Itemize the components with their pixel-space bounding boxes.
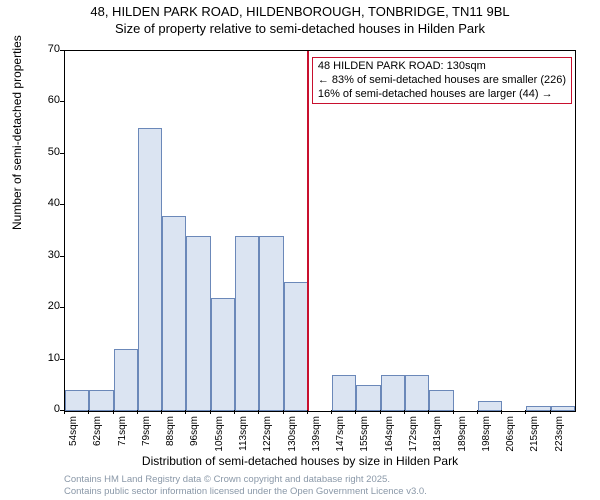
x-tick-mark [453, 410, 454, 414]
x-tick-mark [258, 410, 259, 414]
histogram-bar [429, 390, 453, 411]
histogram-bar [235, 236, 259, 411]
x-tick-label: 172sqm [408, 416, 419, 456]
x-tick-label: 223sqm [554, 416, 565, 456]
x-tick-label: 130sqm [287, 416, 298, 456]
x-tick-label: 96sqm [189, 416, 200, 456]
x-tick-label: 62sqm [92, 416, 103, 456]
indicator-line [307, 51, 309, 411]
x-tick-mark [355, 410, 356, 414]
histogram-bar [186, 236, 210, 411]
histogram-bar [551, 406, 575, 411]
plot-area: 48 HILDEN PARK ROAD: 130sqm ← 83% of sem… [64, 50, 576, 412]
callout-box: 48 HILDEN PARK ROAD: 130sqm ← 83% of sem… [312, 57, 572, 104]
x-tick-mark [331, 410, 332, 414]
x-tick-label: 139sqm [311, 416, 322, 456]
x-tick-mark [283, 410, 284, 414]
y-tick-label: 40 [30, 197, 60, 209]
callout-line2: 16% of semi-detached houses are larger (… [318, 88, 566, 102]
x-tick-label: 181sqm [432, 416, 443, 456]
x-tick-label: 147sqm [335, 416, 346, 456]
histogram-bar [211, 298, 235, 411]
chart-container: 48, HILDEN PARK ROAD, HILDENBOROUGH, TON… [0, 0, 600, 500]
x-tick-label: 122sqm [262, 416, 273, 456]
x-tick-label: 88sqm [165, 416, 176, 456]
x-tick-label: 189sqm [457, 416, 468, 456]
y-tick-label: 50 [30, 146, 60, 158]
title-line2: Size of property relative to semi-detach… [0, 21, 600, 38]
x-tick-mark [477, 410, 478, 414]
histogram-bar [478, 401, 502, 411]
callout-header: 48 HILDEN PARK ROAD: 130sqm [318, 60, 566, 74]
histogram-bar [405, 375, 429, 411]
y-tick-label: 0 [30, 403, 60, 415]
x-tick-mark [64, 410, 65, 414]
y-axis-label: Number of semi-detached properties [10, 35, 24, 230]
histogram-bar [381, 375, 405, 411]
x-tick-mark [137, 410, 138, 414]
histogram-bar [356, 385, 380, 411]
x-tick-label: 71sqm [117, 416, 128, 456]
x-tick-mark [404, 410, 405, 414]
x-tick-label: 206sqm [505, 416, 516, 456]
histogram-bar [138, 128, 162, 411]
x-tick-label: 105sqm [214, 416, 225, 456]
footer-line2: Contains public sector information licen… [64, 486, 427, 498]
chart-title: 48, HILDEN PARK ROAD, HILDENBOROUGH, TON… [0, 0, 600, 38]
x-tick-mark [161, 410, 162, 414]
y-tick-label: 10 [30, 352, 60, 364]
y-tick-label: 20 [30, 300, 60, 312]
x-axis-label: Distribution of semi-detached houses by … [0, 454, 600, 468]
histogram-bar [259, 236, 283, 411]
x-tick-mark [525, 410, 526, 414]
histogram-bar [332, 375, 356, 411]
title-line1: 48, HILDEN PARK ROAD, HILDENBOROUGH, TON… [0, 4, 600, 21]
footer-line1: Contains HM Land Registry data © Crown c… [64, 474, 427, 486]
x-tick-label: 215sqm [529, 416, 540, 456]
footer-attribution: Contains HM Land Registry data © Crown c… [64, 474, 427, 498]
x-tick-mark [88, 410, 89, 414]
x-tick-mark [234, 410, 235, 414]
y-tick-label: 60 [30, 94, 60, 106]
x-tick-mark [185, 410, 186, 414]
x-tick-mark [210, 410, 211, 414]
x-tick-mark [380, 410, 381, 414]
x-tick-label: 79sqm [141, 416, 152, 456]
x-tick-label: 198sqm [481, 416, 492, 456]
histogram-bar [284, 282, 308, 411]
histogram-bar [65, 390, 89, 411]
y-tick-label: 30 [30, 249, 60, 261]
x-tick-label: 164sqm [384, 416, 395, 456]
x-tick-mark [113, 410, 114, 414]
x-tick-mark [501, 410, 502, 414]
x-tick-label: 113sqm [238, 416, 249, 456]
x-tick-mark [428, 410, 429, 414]
x-tick-label: 54sqm [68, 416, 79, 456]
y-tick-label: 70 [30, 43, 60, 55]
histogram-bar [89, 390, 113, 411]
x-tick-label: 155sqm [359, 416, 370, 456]
histogram-bar [526, 406, 550, 411]
histogram-bar [162, 216, 186, 411]
callout-line1: ← 83% of semi-detached houses are smalle… [318, 74, 566, 88]
histogram-bar [114, 349, 138, 411]
x-tick-mark [550, 410, 551, 414]
x-tick-mark [307, 410, 308, 414]
